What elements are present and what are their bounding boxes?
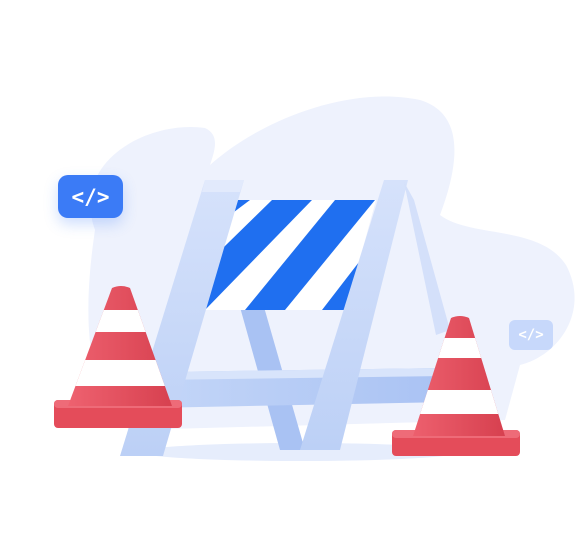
code-icon-badge-large: </> — [58, 175, 123, 218]
barrier-crossbar — [150, 368, 448, 408]
barrier-right-leg — [300, 180, 450, 450]
code-icon-badge-small: </> — [509, 320, 553, 350]
